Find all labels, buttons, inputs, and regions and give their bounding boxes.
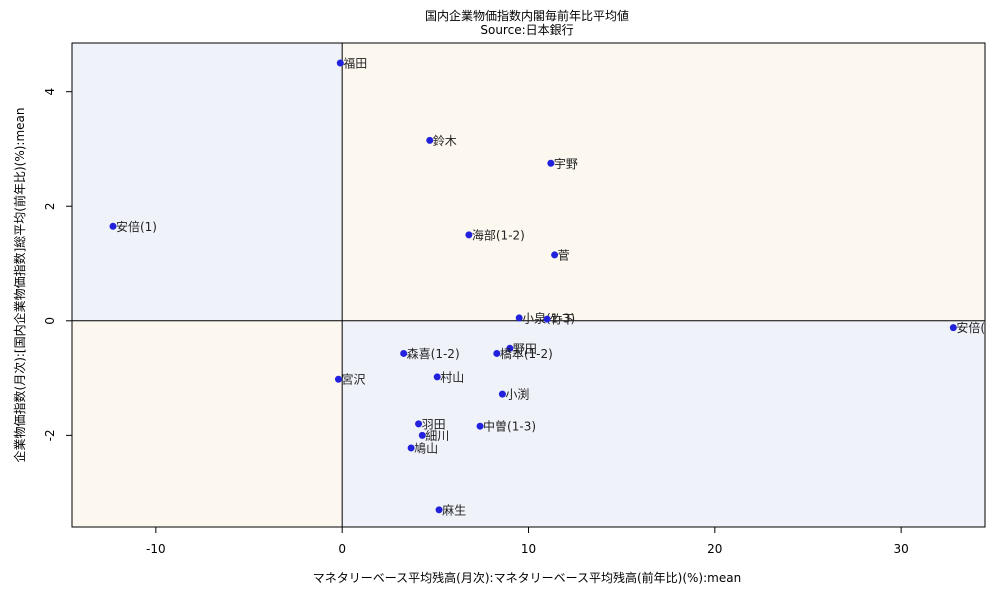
y-tick-label: 4 xyxy=(43,88,57,96)
data-point xyxy=(949,324,957,332)
data-point xyxy=(498,390,506,398)
x-axis-label: マネタリーベース平均残高(月次):マネタリーベース平均残高(前年比)(%):me… xyxy=(313,570,741,585)
quadrant-bottom-left xyxy=(72,320,343,527)
data-point-label: 森喜(1-2) xyxy=(407,346,460,361)
data-point-label: 羽田 xyxy=(422,417,446,431)
data-point-label: 細川 xyxy=(425,429,449,443)
data-point xyxy=(435,506,443,514)
data-point-label: 麻生 xyxy=(442,502,466,517)
chart-title: 国内企業物価指数内閣毎前年比平均値 xyxy=(425,8,629,23)
data-point xyxy=(543,315,551,323)
data-point-label: 小渕 xyxy=(505,388,529,402)
data-point-label: 村山 xyxy=(440,370,464,384)
quadrant-backgrounds xyxy=(72,43,985,527)
x-axis: -10 0 10 20 30 xyxy=(146,527,909,556)
data-point-label: 海部(1-2) xyxy=(472,227,525,242)
quadrant-top-left xyxy=(72,43,343,321)
data-point xyxy=(407,444,415,452)
data-point xyxy=(506,344,514,352)
x-tick-label: 10 xyxy=(521,542,536,556)
x-tick-label: 0 xyxy=(338,542,346,556)
y-tick-label: 0 xyxy=(43,317,57,325)
data-point xyxy=(433,373,441,381)
quadrant-bottom-right xyxy=(342,320,985,527)
data-point xyxy=(515,314,523,322)
data-point-label: 橋本(1-2) xyxy=(500,347,553,361)
data-point xyxy=(109,222,117,230)
data-point-label: 中曽(1-3) xyxy=(483,419,536,434)
data-points: 福田鈴木宇野安倍(1)海部(1-2)菅小泉(1-3)竹下安倍(野田森喜(1-2)… xyxy=(109,56,985,517)
quadrant-top-right xyxy=(342,43,985,321)
data-point-label: 鈴木 xyxy=(433,133,457,148)
data-point xyxy=(415,420,423,428)
data-point xyxy=(336,59,344,67)
data-point xyxy=(334,375,342,383)
x-tick-label: -10 xyxy=(146,542,166,556)
y-tick-label: -2 xyxy=(43,429,57,441)
data-point-label: 安倍(1) xyxy=(116,219,157,234)
data-point xyxy=(426,136,434,144)
zero-lines xyxy=(72,43,985,527)
data-point-label: 福田 xyxy=(343,56,367,71)
data-point xyxy=(493,349,501,357)
y-axis: -2 0 2 4 xyxy=(43,88,72,441)
data-point xyxy=(418,431,426,439)
data-point xyxy=(400,349,408,357)
chart-subtitle: Source:日本銀行 xyxy=(480,23,573,37)
data-point xyxy=(476,422,484,430)
y-axis-label: 企業物価指数(月次):[国内企業物価指数]総平均(前年比)(%):mean xyxy=(12,108,27,463)
data-point-label: 野田 xyxy=(513,342,537,356)
data-point-label: 宇野 xyxy=(554,157,578,171)
data-point xyxy=(547,159,555,167)
data-point-label: 竹下 xyxy=(550,313,574,327)
data-point-label: 鳩山 xyxy=(414,441,438,455)
data-point-label: 安倍( xyxy=(956,320,985,335)
data-point-label: 宮沢 xyxy=(341,372,365,387)
data-point xyxy=(465,231,473,239)
x-tick-label: 20 xyxy=(707,542,722,556)
x-tick-label: 30 xyxy=(894,542,909,556)
y-tick-label: 2 xyxy=(43,202,57,210)
data-point-label: 菅 xyxy=(558,248,570,262)
data-point xyxy=(551,251,559,259)
